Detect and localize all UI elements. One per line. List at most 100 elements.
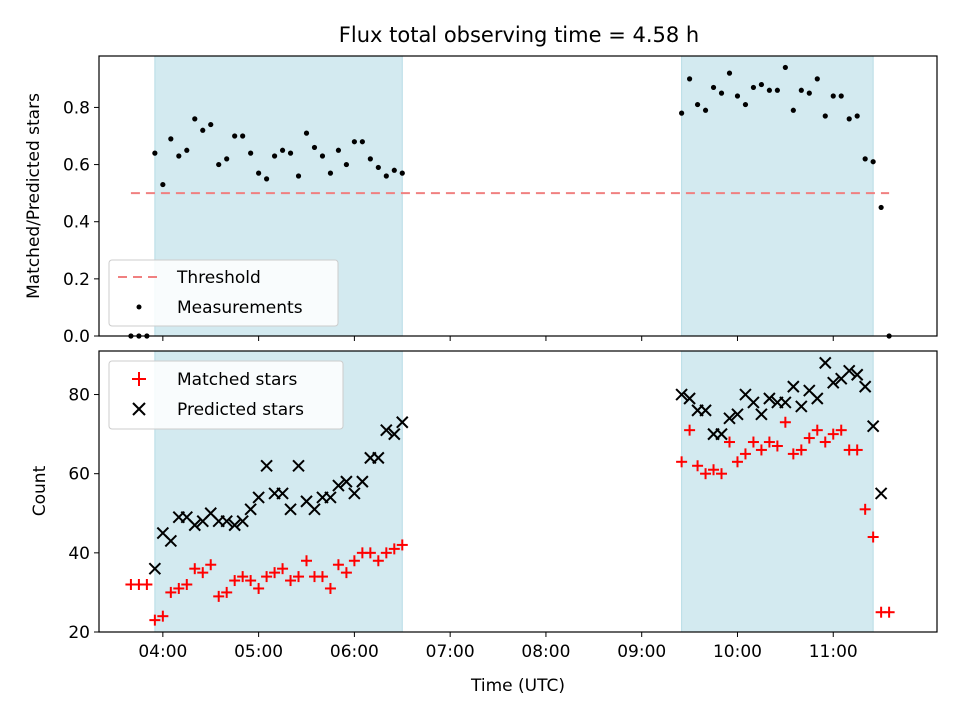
measurement-point [870, 159, 876, 165]
matched-star-point [157, 610, 169, 622]
matched-star-point [332, 559, 344, 571]
predicted-star-point [858, 380, 872, 393]
matched-star-point [245, 575, 257, 587]
predicted-marker-b [699, 404, 712, 417]
matched-star-point [340, 567, 352, 579]
x-tick-label: 05:00 [234, 642, 283, 662]
matched-star-point [859, 503, 871, 515]
matched-star-point [763, 436, 775, 448]
x-tick-label: 08:00 [521, 642, 570, 662]
matched-star-point [316, 571, 328, 583]
matched-star-point [205, 559, 217, 571]
predicted-marker-b [380, 423, 393, 437]
measurement-point [168, 136, 174, 142]
predicted-star-point [276, 487, 289, 500]
bottom-points [125, 356, 895, 626]
matched-star-point [261, 571, 273, 583]
matched-star-point [739, 448, 751, 460]
predicted-star-point [348, 487, 361, 500]
predicted-star-point [723, 412, 736, 425]
y-tick-label: 0.6 [63, 156, 90, 176]
matched-star-point [851, 444, 863, 456]
matched-star-point [364, 547, 376, 559]
measurement-point [838, 93, 844, 99]
predicted-marker-b [795, 400, 808, 413]
measurement-point [399, 170, 405, 176]
matched-star-point [388, 543, 400, 555]
measurement-point [271, 153, 278, 159]
legend-threshold-label: Threshold [176, 268, 261, 288]
predicted-marker-b [731, 408, 744, 421]
predicted-marker-b [396, 416, 409, 429]
predicted-marker-b [811, 392, 824, 405]
predicted-marker-b [675, 388, 688, 401]
predicted-star-point [819, 356, 832, 370]
predicted-star-point [874, 487, 888, 500]
measurement-point [343, 161, 350, 168]
measurement-point [200, 127, 206, 133]
measurement-point [303, 130, 310, 136]
bottom-y-ticks: 20 40 60 80 [68, 386, 99, 643]
predicted-marker-b [763, 392, 776, 405]
predicted-marker-b [866, 419, 880, 433]
predicted-star-point [188, 518, 201, 532]
measurement-point [694, 101, 701, 108]
predicted-star-point [340, 475, 353, 488]
legend-predicted-swatch [132, 402, 146, 416]
measurement-point [375, 164, 381, 171]
matched-star-point [396, 539, 408, 551]
predicted-star-point [699, 404, 712, 417]
measurement-point [686, 76, 693, 82]
predicted-star-point [779, 396, 792, 409]
matched-star-point [229, 575, 241, 587]
predicted-marker-b [372, 451, 385, 465]
predicted-star-point [332, 479, 345, 492]
x-tick-label: 07:00 [426, 642, 475, 662]
measurement-point [232, 133, 238, 139]
measurement-point [383, 173, 389, 179]
predicted-star-point [827, 376, 840, 389]
predicted-star-point [763, 392, 776, 405]
matched-star-point [213, 590, 225, 602]
legend-matched-swatch [132, 372, 146, 386]
top-legend: Threshold Measurements [108, 259, 339, 327]
matched-star-point [676, 456, 688, 468]
predicted-star-point [795, 400, 808, 413]
matched-star-point [827, 428, 839, 440]
matched-star-point [723, 436, 735, 448]
measurement-point [367, 156, 373, 162]
y-tick-label: 80 [68, 386, 90, 406]
measurement-point [184, 147, 190, 153]
measurement-point [742, 101, 749, 108]
predicted-star-point [675, 388, 688, 401]
measurement-point [264, 176, 270, 182]
matched-star-point [684, 424, 696, 436]
top-x-ticks [162, 336, 834, 341]
legend-measurements-swatch [136, 304, 142, 310]
predicted-marker-b [228, 518, 241, 532]
measurement-point [750, 84, 757, 91]
x-tick-label: 09:00 [617, 642, 666, 662]
matched-star-point [883, 606, 895, 618]
matched-star-point [811, 424, 823, 436]
measurement-point [160, 181, 166, 188]
measurement-point [192, 116, 198, 122]
predicted-marker-b [148, 562, 162, 575]
matched-star-point [779, 416, 791, 428]
matched-star-point [819, 436, 831, 448]
bottom-legend: Matched stars Predicted stars [108, 360, 344, 430]
y-tick-label: 20 [68, 623, 90, 643]
measurement-point [806, 90, 812, 96]
matched-star-point [372, 555, 384, 567]
shaded-interval [681, 55, 874, 337]
measurement-point [862, 156, 868, 162]
matched-star-point [301, 555, 313, 567]
measurement-point [152, 150, 158, 156]
measurement-point [256, 170, 262, 176]
x-axis-label: Time (UTC) [470, 676, 565, 696]
predicted-star-point [683, 392, 696, 405]
bottom-x-ticks: 04:00 05:00 06:00 07:00 08:00 09:00 10:00 11:00 [138, 632, 858, 662]
matched-star-point [173, 582, 185, 594]
y-tick-label: 0.0 [63, 327, 90, 347]
